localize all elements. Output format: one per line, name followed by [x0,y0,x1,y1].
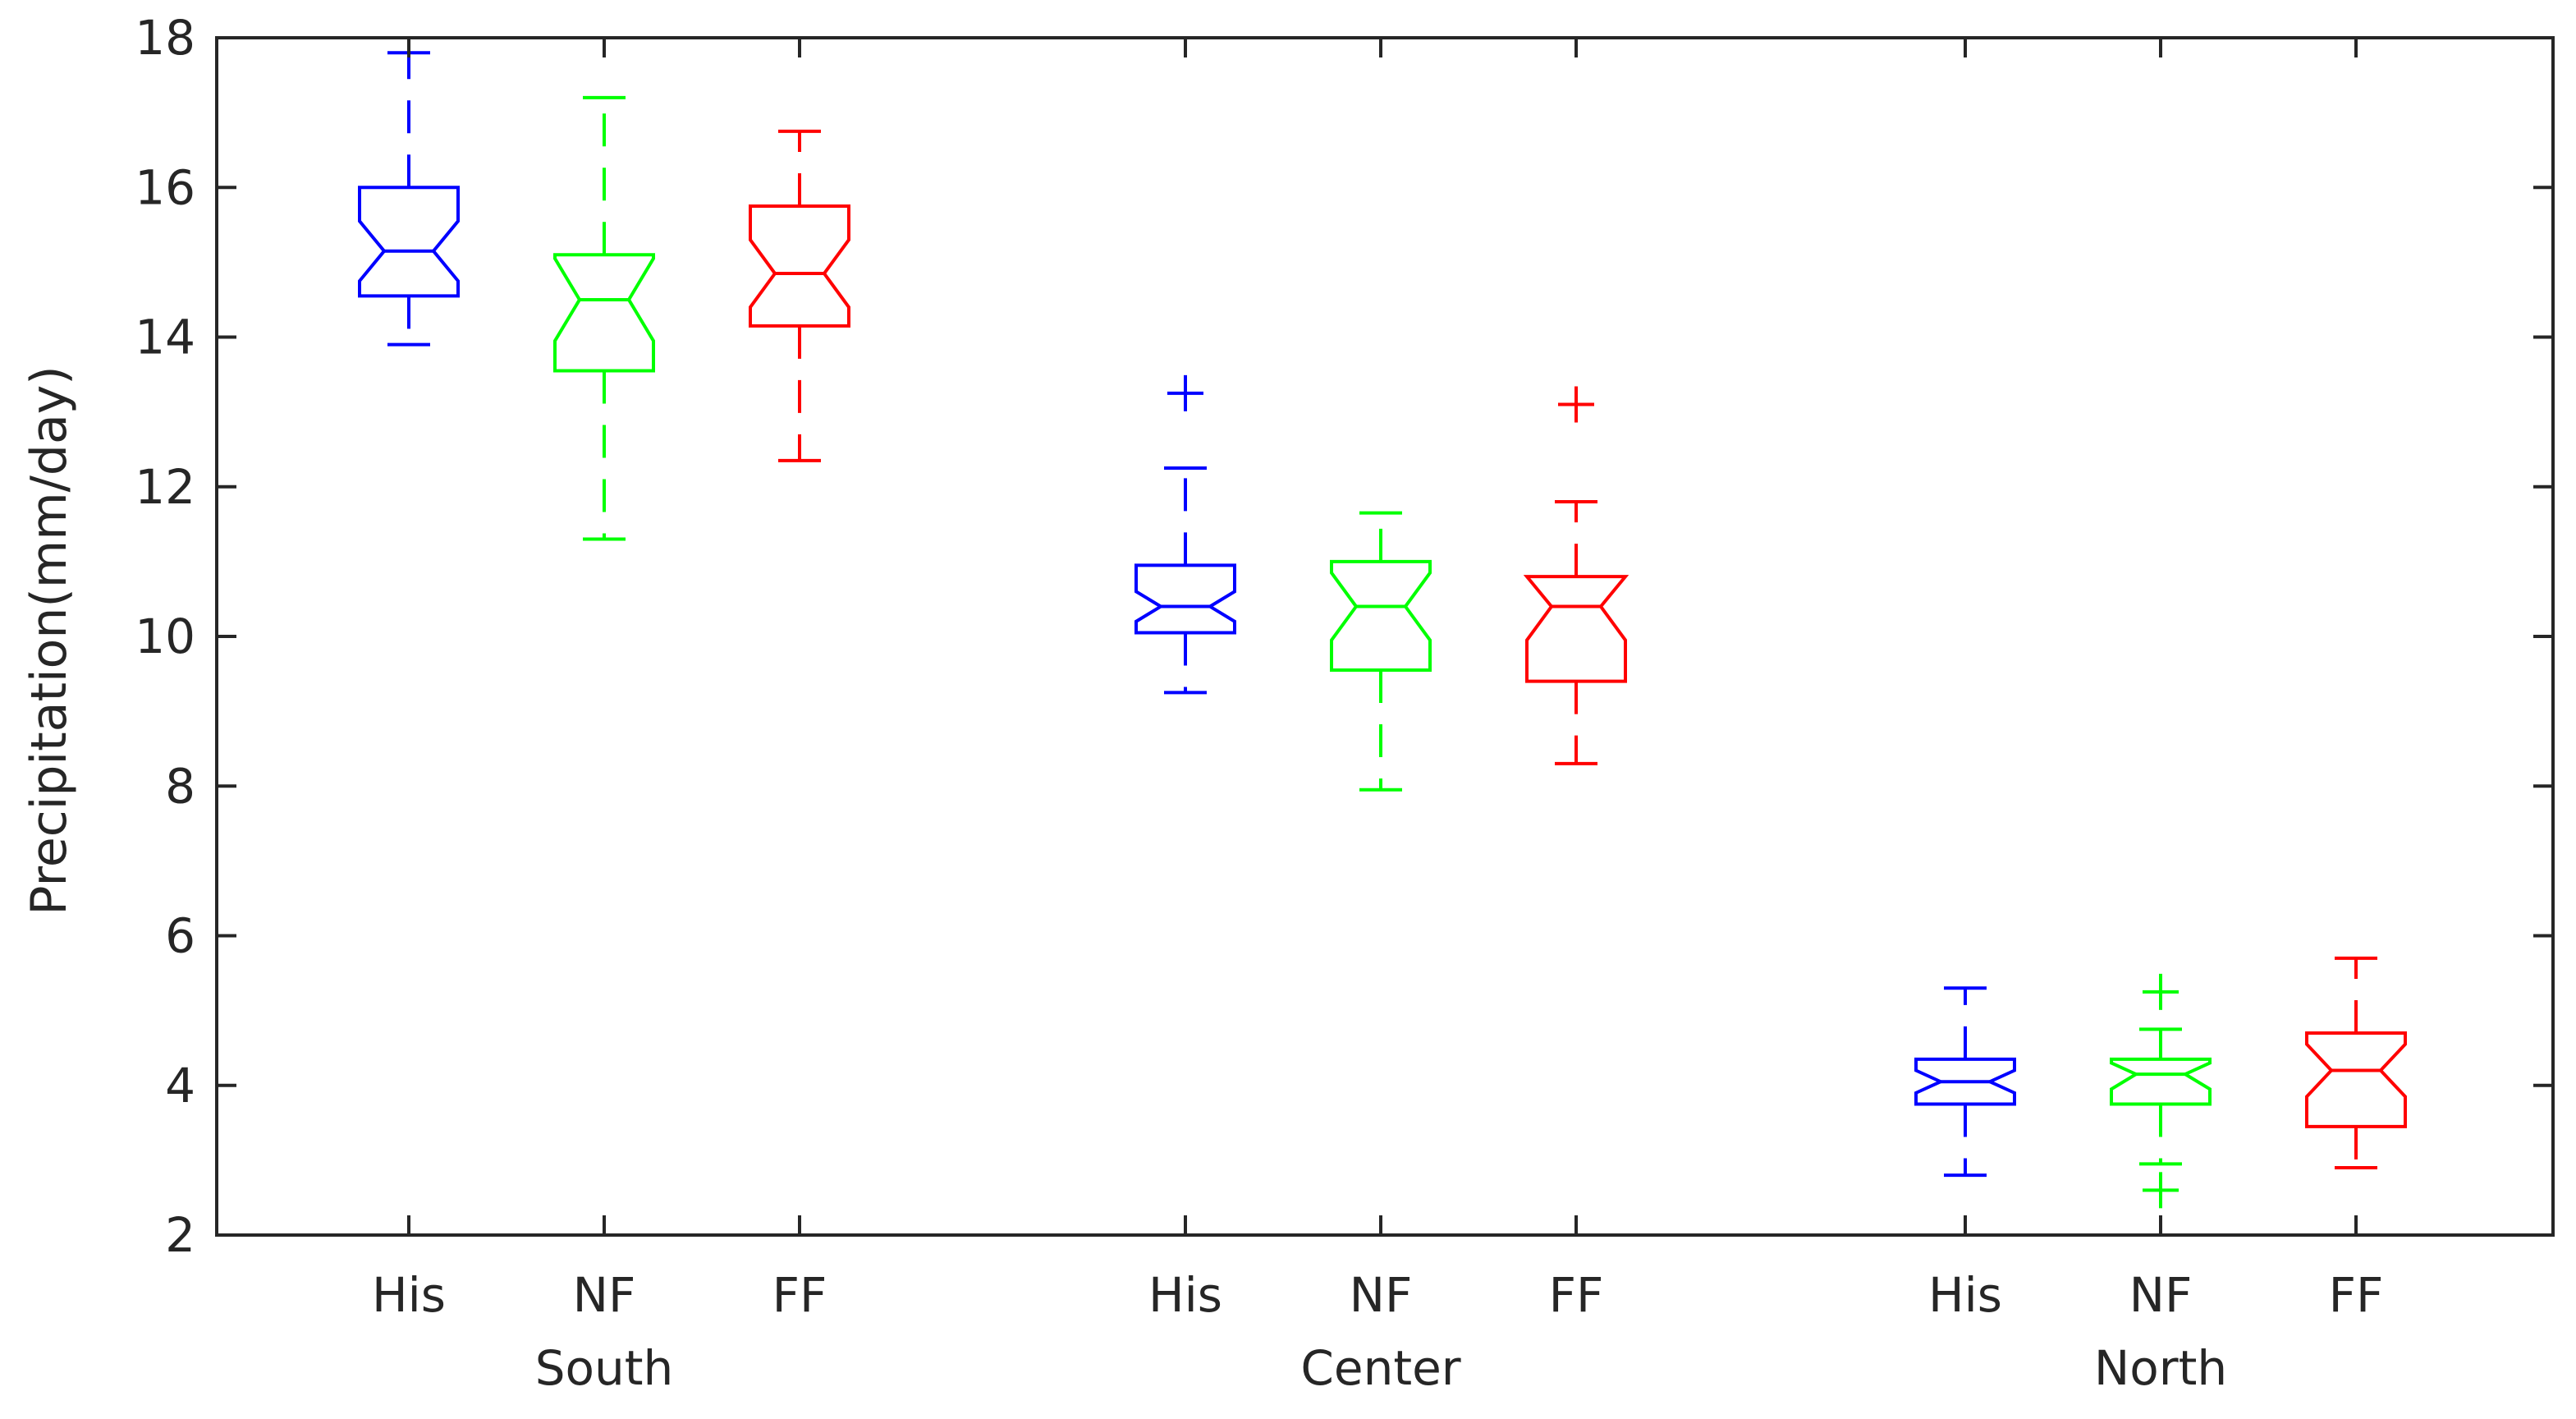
box-south-his [358,51,460,347]
boxes-layer [358,51,2407,1209]
box-body-south-ff [749,204,850,328]
y-tick-label: 14 [135,310,195,365]
y-tick-label: 18 [135,10,195,66]
outlier-north-nf-0 [2143,1172,2179,1209]
x-tick-label: His [1148,1267,1222,1323]
x-tick-label: NF [1350,1267,1413,1323]
y-tick-label: 10 [135,608,195,664]
x-tick-label: His [372,1267,446,1323]
box-body-center-ff [1523,575,1629,683]
x-tick-label: FF [2329,1267,2384,1323]
box-south-nf [553,95,655,541]
box-body-south-his [358,186,460,298]
group-label: Center [1300,1340,1460,1396]
box-center-ff [1523,386,1629,765]
box-north-ff [2305,956,2407,1169]
group-center [1134,374,1629,792]
y-tick-label: 4 [165,1058,195,1114]
x-tick-label: NF [2129,1267,2193,1323]
x-tick-label: FF [1549,1267,1604,1323]
box-body-north-nf [2110,1057,2212,1106]
outlier-center-ff-0 [1558,386,1594,423]
group-label: North [2094,1340,2227,1396]
box-body-north-ff [2305,1031,2407,1128]
x-tick-label: FF [772,1267,827,1323]
axes-layer: 2 4 6 8 10 12 14 16 18 His NF FF South His NF FF Center H… [135,10,2555,1396]
y-tick-label: 6 [165,908,195,964]
y-tick-label: 8 [165,758,195,814]
group-north [1914,956,2407,1209]
box-body-center-nf [1330,559,1432,673]
x-tick-label: His [1928,1267,2002,1323]
box-center-nf [1330,511,1432,792]
box-center-his [1134,374,1236,695]
y-axis-label: Precipitation(mm/day) [21,365,78,915]
box-north-his [1914,986,2016,1178]
group-south [358,51,850,541]
outlier-center-his-0 [1167,374,1203,411]
box-body-south-nf [553,253,655,373]
group-label: South [535,1340,674,1396]
outlier-north-nf-1 [2143,973,2179,1010]
x-tick-label: NF [573,1267,636,1323]
box-body-north-his [1914,1057,2016,1106]
box-body-center-his [1134,563,1236,635]
y-tick-label: 16 [135,159,195,215]
box-north-nf [2110,973,2212,1209]
y-tick-label: 12 [135,459,195,515]
box-south-ff [749,129,850,462]
y-tick-label: 2 [165,1207,195,1263]
